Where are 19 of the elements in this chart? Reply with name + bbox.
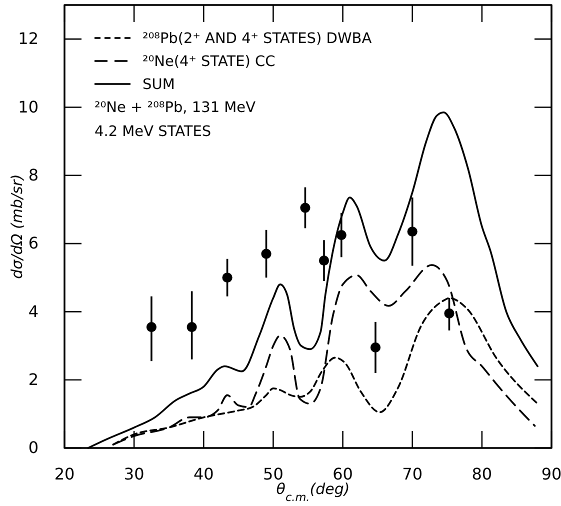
x-tick-label: 40: [193, 464, 214, 484]
y-tick-label: 0: [28, 438, 38, 458]
x-tick-label: 20: [54, 464, 75, 484]
y-tick-label: 4: [28, 302, 38, 321]
legend-label: ²⁰⁸Pb(2⁺ AND 4⁺ STATES) DWBA: [142, 31, 372, 47]
x-tick-label: 90: [541, 464, 561, 484]
y-tick-label: 6: [28, 234, 38, 253]
y-tick-label: 12: [18, 29, 38, 48]
y-axis-title: dσ/dΩ (mb/sr): [8, 174, 26, 279]
x-tick-label: 70: [402, 464, 423, 484]
y-tick-label: 8: [28, 166, 38, 185]
annotation: 4.2 MeV STATES: [94, 124, 212, 140]
x-tick-label: 30: [124, 464, 144, 484]
x-tick-label: 80: [472, 464, 492, 484]
y-tick-label: 2: [28, 370, 38, 389]
legend-label: ²⁰Ne(4⁺ STATE) CC: [142, 54, 276, 70]
annotation: ²⁰Ne + ²⁰⁸Pb, 131 MeV: [94, 100, 256, 116]
y-tick-label: 10: [18, 97, 38, 116]
legend-label: SUM: [142, 77, 175, 93]
